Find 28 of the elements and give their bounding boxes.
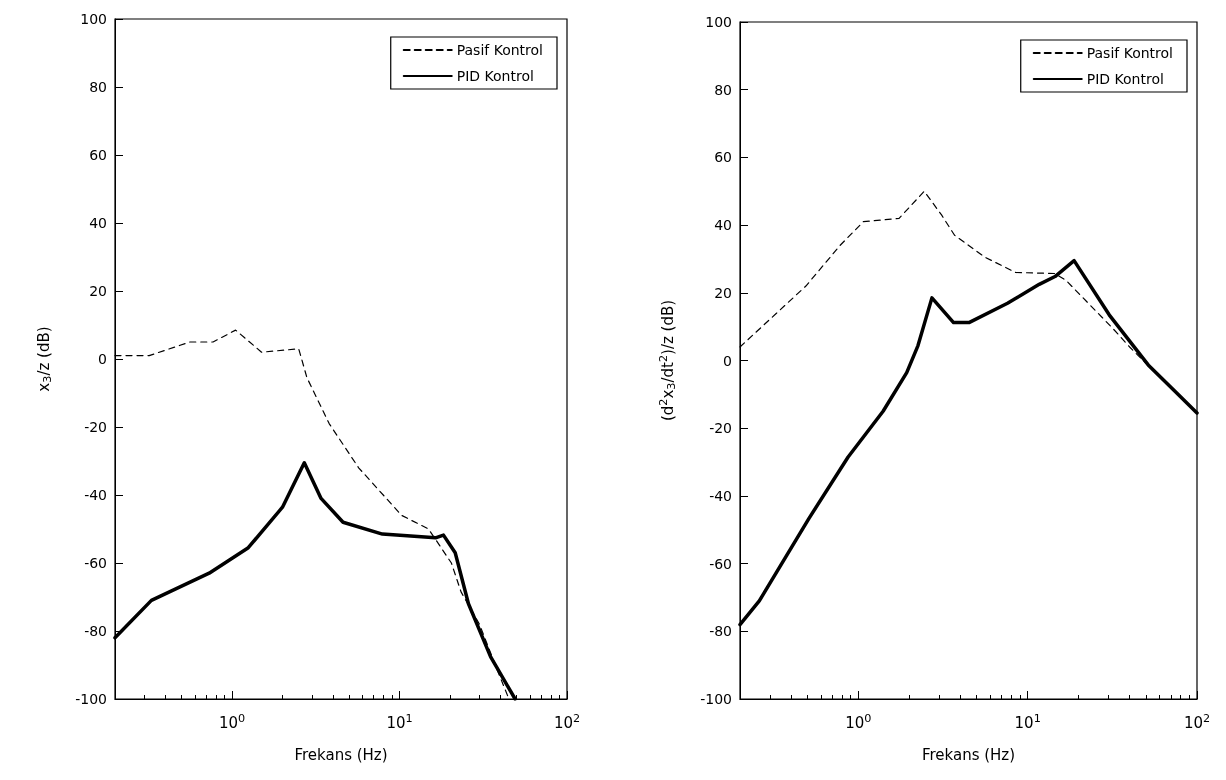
y-tick-label: 60	[714, 149, 732, 166]
y-tick-label: 20	[89, 283, 107, 299]
x-axis-title: Frekans (Hz)	[921, 745, 1016, 764]
y-tick-label: -60	[709, 555, 732, 572]
y-tick-label: -40	[84, 487, 107, 503]
y-tick-label: -80	[84, 623, 107, 639]
y-tick-label: -100	[75, 691, 107, 707]
y-tick-label: 40	[714, 217, 732, 234]
y-tick-label: 100	[80, 11, 107, 27]
y-tick-label: -80	[709, 623, 732, 640]
y-tick-label: 80	[89, 79, 107, 95]
y-tick-label: -60	[84, 555, 107, 571]
y-tick-label: -100	[700, 691, 732, 707]
y-tick-label: 40	[89, 215, 107, 231]
y-tick-label: 100	[705, 14, 732, 30]
legend-label: Pasif Kontrol	[1086, 45, 1174, 61]
legend-label: Pasif Kontrol	[456, 42, 544, 58]
y-tick-label: 80	[714, 81, 732, 98]
y-tick-label: 20	[714, 284, 732, 301]
y-tick-label: -20	[84, 419, 107, 435]
y-tick-label: 60	[89, 147, 107, 163]
y-tick-label: -20	[709, 420, 732, 437]
y-tick-label: 0	[723, 352, 732, 369]
legend-label: PID Kontrol	[1086, 71, 1164, 87]
legend-label: PID Kontrol	[456, 68, 534, 84]
y-tick-label: -40	[709, 487, 732, 504]
x-axis-title: Frekans (Hz)	[294, 745, 388, 764]
y-tick-label: 0	[98, 351, 107, 367]
